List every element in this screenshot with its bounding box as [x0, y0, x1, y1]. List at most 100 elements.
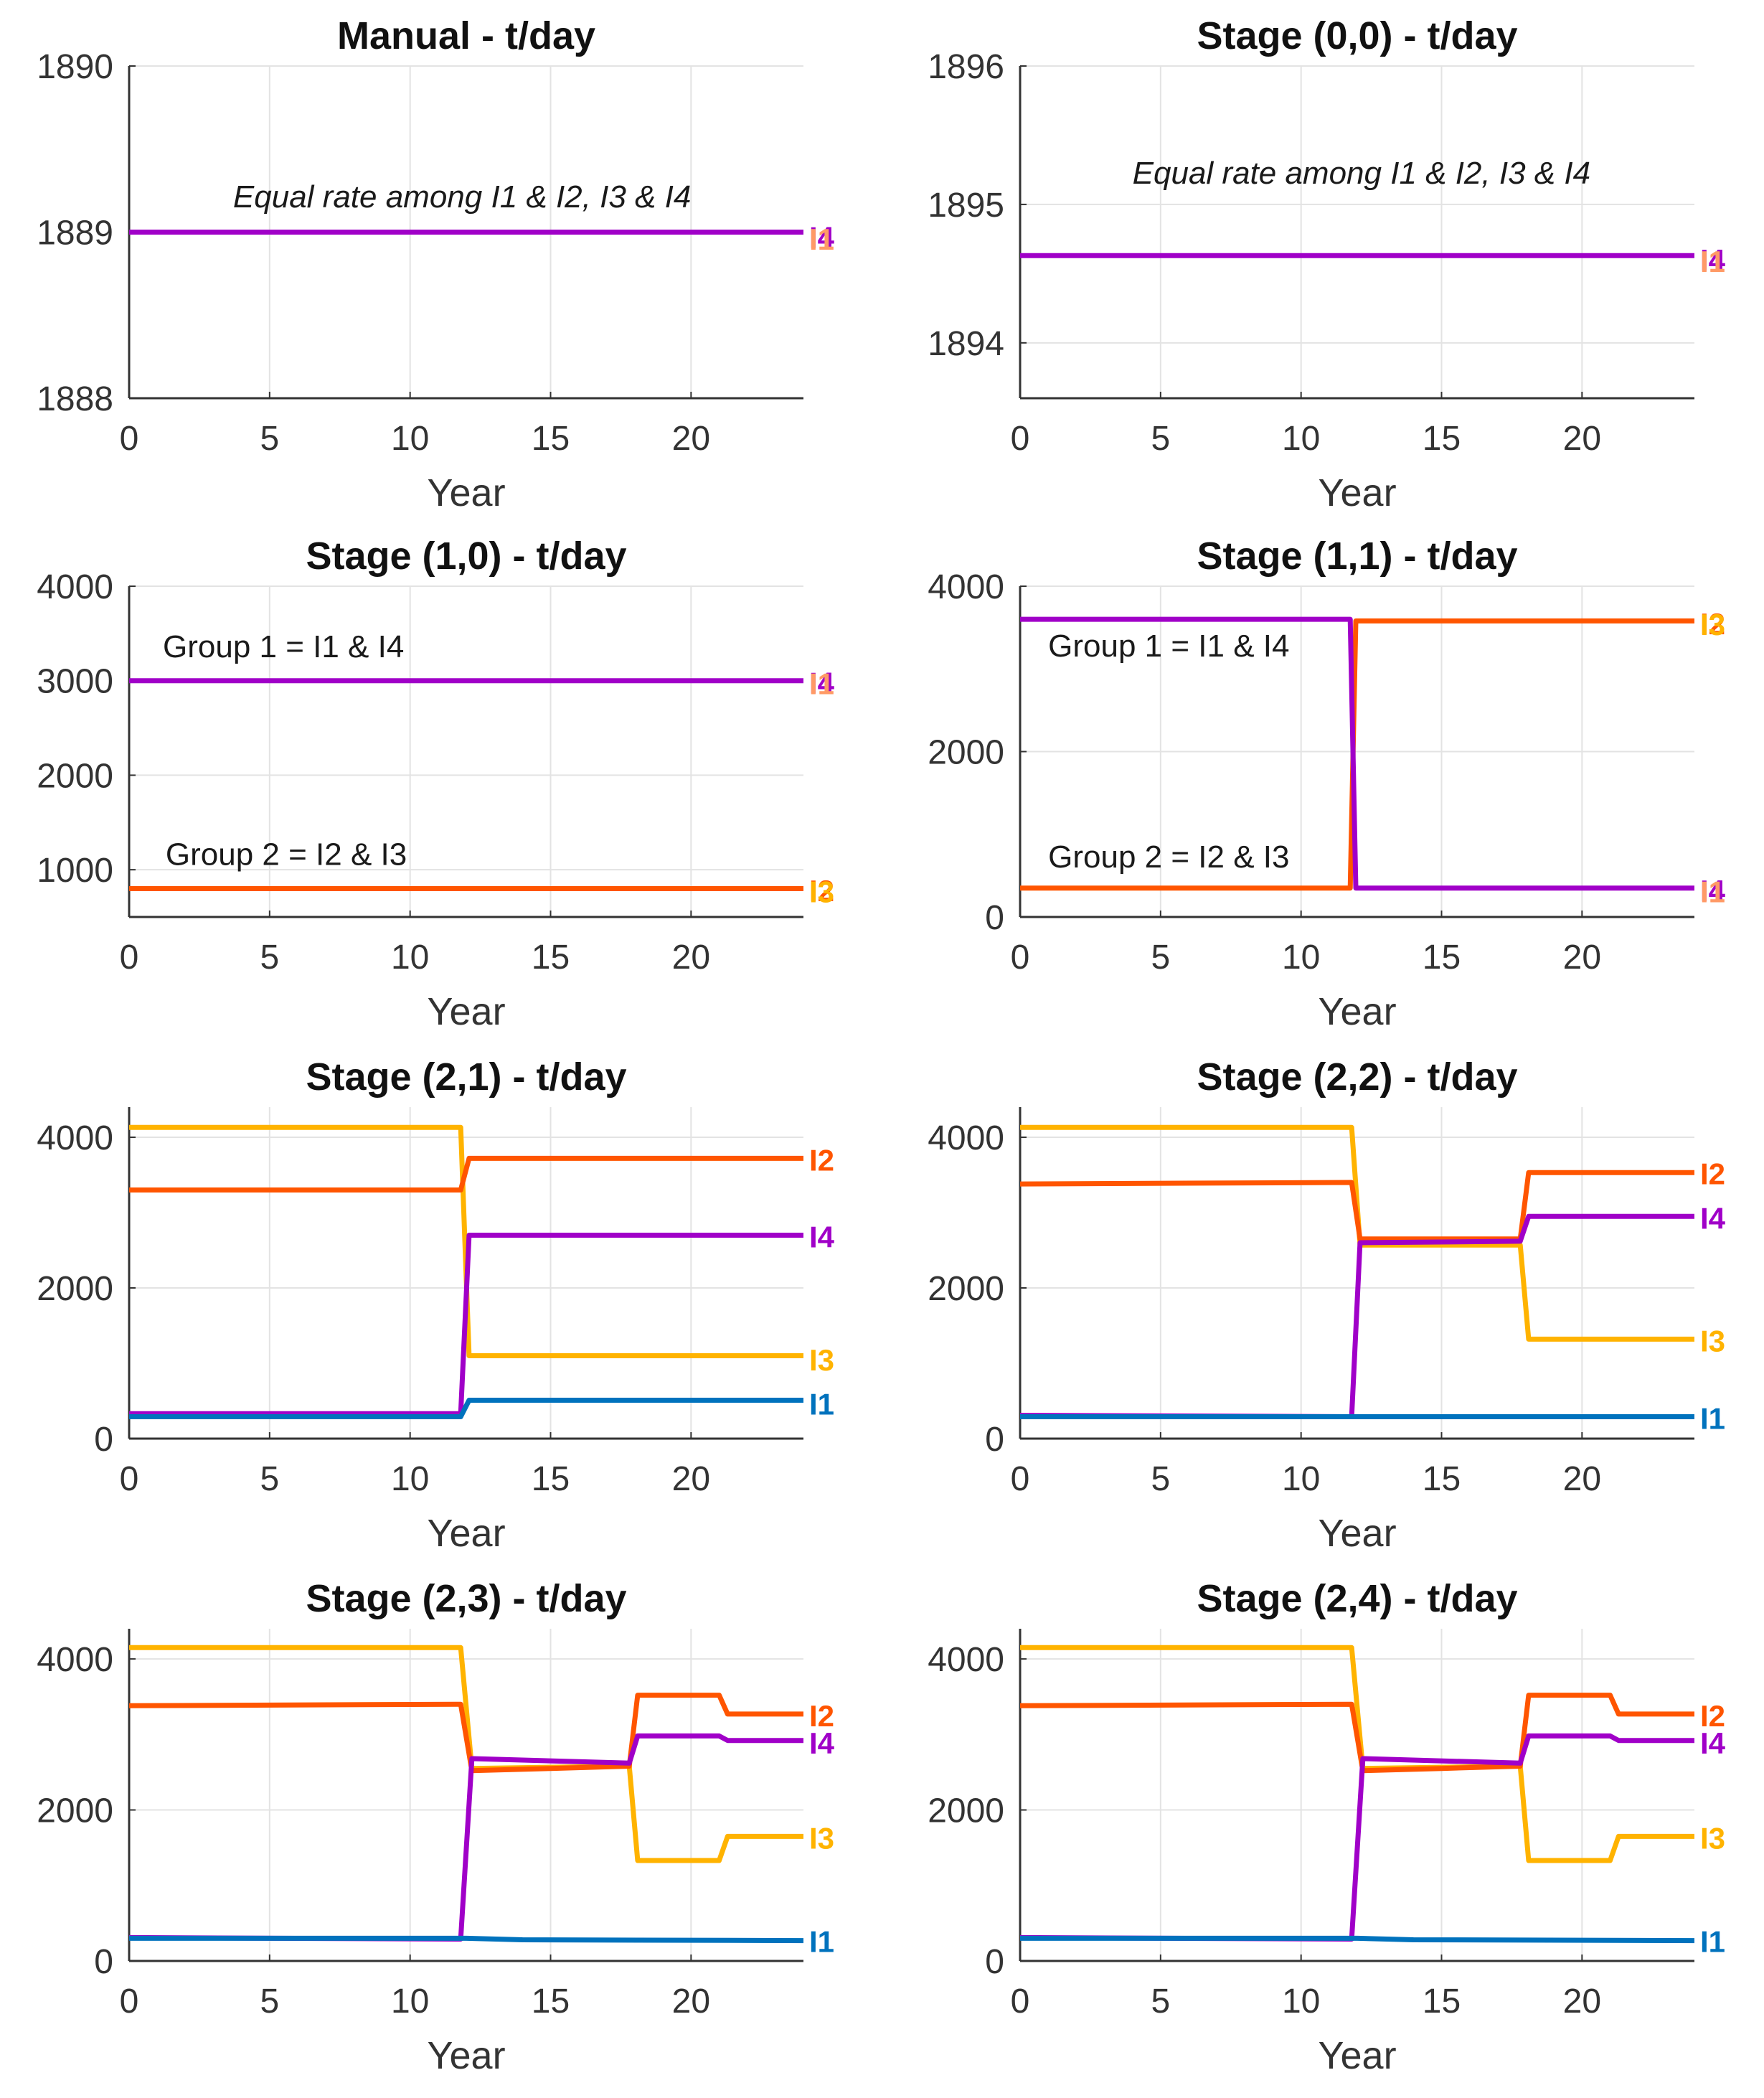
- chart-7-series-i4: [1019, 1733, 1694, 1942]
- chart-2-annotation-1: Group 2 = I2 & I3: [166, 837, 407, 872]
- chart-3-end-label-i2: I2: [1700, 607, 1725, 641]
- chart-4-ytick-label-1: 2000: [37, 1270, 113, 1308]
- chart-1-xtick-label-3: 15: [1423, 420, 1461, 458]
- chart-1-annotation-0: Equal rate among I1 & I2, I3 & I4: [1133, 156, 1590, 191]
- chart-1-xlabel: Year: [1318, 471, 1396, 514]
- chart-7-series-i1: [1020, 1935, 1695, 1944]
- chart-0-title: Manual - t/day: [337, 14, 595, 57]
- chart-1-ytick-label-2: 1896: [928, 48, 1004, 86]
- chart-2-ytick-label-0: 1000: [37, 852, 113, 890]
- chart-5-series-i4: [1019, 1213, 1694, 1419]
- chart-4-series-i1: [129, 1398, 803, 1419]
- chart-3-series-i4: [1020, 616, 1694, 891]
- chart-1-xtick-label-0: 0: [1011, 420, 1030, 458]
- chart-2-end-label-i4: I4: [809, 666, 835, 700]
- chart-4-ytick-label-2: 4000: [37, 1119, 113, 1157]
- chart-5-xtick-label-2: 10: [1282, 1460, 1320, 1498]
- chart-7-xtick-label-3: 15: [1423, 1982, 1461, 2021]
- chart-6-end-label-i3: I3: [809, 1821, 834, 1855]
- chart-1: 0 5 10 15 20 1894 1895 1896 Stage (0,0) - t/day Y…: [928, 14, 1725, 514]
- chart-5-ytick-label-0: 0: [985, 1421, 1004, 1459]
- chart-5-series-i3: [1020, 1124, 1694, 1342]
- chart-2-annotation-0: Group 1 = I1 & I4: [163, 629, 404, 664]
- chart-3-xtick-label-3: 15: [1423, 939, 1461, 977]
- chart-2-ytick-label-3: 4000: [37, 568, 113, 606]
- chart-5-ytick-label-2: 4000: [928, 1119, 1004, 1157]
- chart-6-series-i1: [129, 1935, 804, 1944]
- chart-4-xtick-label-2: 10: [391, 1460, 429, 1498]
- chart-2-ytick-label-1: 2000: [37, 757, 113, 795]
- chart-1-xtick-label-1: 5: [1151, 420, 1170, 458]
- chart-4-title: Stage (2,1) - t/day: [306, 1055, 626, 1099]
- chart-1-end-label-i1: I1: [1700, 245, 1725, 278]
- chart-5-xlabel: Year: [1318, 1512, 1396, 1555]
- chart-2-end-label-i1: I1: [809, 667, 834, 701]
- chart-3-annotation-0: Group 1 = I1 & I4: [1048, 629, 1289, 664]
- chart-2-xtick-label-0: 0: [120, 939, 139, 977]
- chart-6-series-i2: [128, 1693, 803, 1774]
- chart-7-end-label-i2: I2: [1700, 1699, 1725, 1733]
- chart-5-series-i2: [1019, 1170, 1694, 1242]
- chart-1-end-label-i4: I4: [1700, 243, 1726, 277]
- chart-4-xtick-label-1: 5: [260, 1460, 279, 1498]
- chart-6-xtick-label-4: 20: [672, 1982, 710, 2021]
- chart-3-xtick-label-2: 10: [1282, 939, 1320, 977]
- chart-2-end-label-i2: I2: [809, 874, 834, 908]
- chart-0-xtick-label-2: 10: [391, 420, 429, 458]
- chart-5-xtick-label-0: 0: [1011, 1460, 1030, 1498]
- chart-5-xtick-label-1: 5: [1151, 1460, 1170, 1498]
- chart-2-xlabel: Year: [427, 990, 505, 1033]
- chart-7-xtick-label-1: 5: [1151, 1982, 1170, 2021]
- chart-7-series-i2: [1019, 1693, 1694, 1774]
- chart-4-end-label-i3: I3: [809, 1343, 834, 1377]
- chart-7-end-label-i3: I3: [1700, 1821, 1725, 1855]
- chart-0-ytick-label-0: 1888: [37, 380, 113, 418]
- chart-0-annotation-0: Equal rate among I1 & I2, I3 & I4: [233, 179, 691, 215]
- chart-3-annotation-1: Group 2 = I2 & I3: [1048, 839, 1289, 875]
- chart-3-xtick-label-1: 5: [1151, 939, 1170, 977]
- chart-3-xlabel: Year: [1318, 990, 1396, 1033]
- chart-3: 0 5 10 15 20 0 2000 4000 Stage (1,1) - t/day Year…: [928, 535, 1725, 1033]
- chart-7: 0 5 10 15 20 0 2000 4000 Stage (2,4) - t/day Year…: [928, 1577, 1725, 2077]
- chart-6-xtick-label-1: 5: [260, 1982, 279, 2021]
- chart-5-xtick-label-4: 20: [1563, 1460, 1601, 1498]
- chart-0-xtick-label-3: 15: [532, 420, 570, 458]
- chart-3-xtick-label-0: 0: [1011, 939, 1030, 977]
- chart-2-xtick-label-3: 15: [532, 939, 570, 977]
- chart-3-xtick-label-4: 20: [1563, 939, 1601, 977]
- chart-6-xtick-label-0: 0: [120, 1982, 139, 2021]
- chart-7-ytick-label-1: 2000: [928, 1792, 1004, 1830]
- chart-0-ytick-label-2: 1890: [37, 48, 113, 86]
- chart-6-end-label-i1: I1: [809, 1925, 834, 1959]
- chart-2-xtick-label-1: 5: [260, 939, 279, 977]
- chart-7-ytick-label-2: 4000: [928, 1641, 1004, 1679]
- chart-1-ytick-label-1: 1895: [928, 187, 1004, 225]
- chart-7-xtick-label-4: 20: [1563, 1982, 1601, 2021]
- chart-0-xtick-label-4: 20: [672, 420, 710, 458]
- chart-0-end-label-i4: I4: [809, 220, 835, 254]
- chart-6-end-label-i4: I4: [809, 1726, 835, 1760]
- chart-0-xtick-label-1: 5: [260, 420, 279, 458]
- chart-3-end-label-i4: I4: [1700, 874, 1726, 908]
- chart-4-xtick-label-3: 15: [532, 1460, 570, 1498]
- chart-1-title: Stage (0,0) - t/day: [1197, 14, 1517, 57]
- chart-6-ytick-label-1: 2000: [37, 1792, 113, 1830]
- chart-6: 0 5 10 15 20 0 2000 4000 Stage (2,3) - t/day Year…: [37, 1577, 834, 2077]
- chart-4-xtick-label-4: 20: [672, 1460, 710, 1498]
- chart-2-xtick-label-2: 10: [391, 939, 429, 977]
- chart-2-ytick-label-2: 3000: [37, 663, 113, 701]
- chart-2: 0 5 10 15 20 1000 2000 3000 4000 Stage (1,0) - t/…: [37, 535, 834, 1033]
- chart-7-xtick-label-0: 0: [1011, 1982, 1030, 2021]
- chart-6-series-i3: [129, 1645, 803, 1863]
- chart-4-series-i2: [129, 1155, 803, 1193]
- chart-4-end-label-i1: I1: [809, 1388, 834, 1421]
- chart-4-end-label-i2: I2: [809, 1144, 834, 1177]
- chart-7-end-label-i4: I4: [1700, 1726, 1726, 1760]
- chart-6-xtick-label-3: 15: [532, 1982, 570, 2021]
- chart-3-end-label-i1: I1: [1700, 875, 1725, 908]
- chart-1-xtick-label-2: 10: [1282, 420, 1320, 458]
- chart-0-end-label-i1: I1: [809, 222, 834, 256]
- chart-5-ytick-label-1: 2000: [928, 1270, 1004, 1308]
- chart-6-xtick-label-2: 10: [391, 1982, 429, 2021]
